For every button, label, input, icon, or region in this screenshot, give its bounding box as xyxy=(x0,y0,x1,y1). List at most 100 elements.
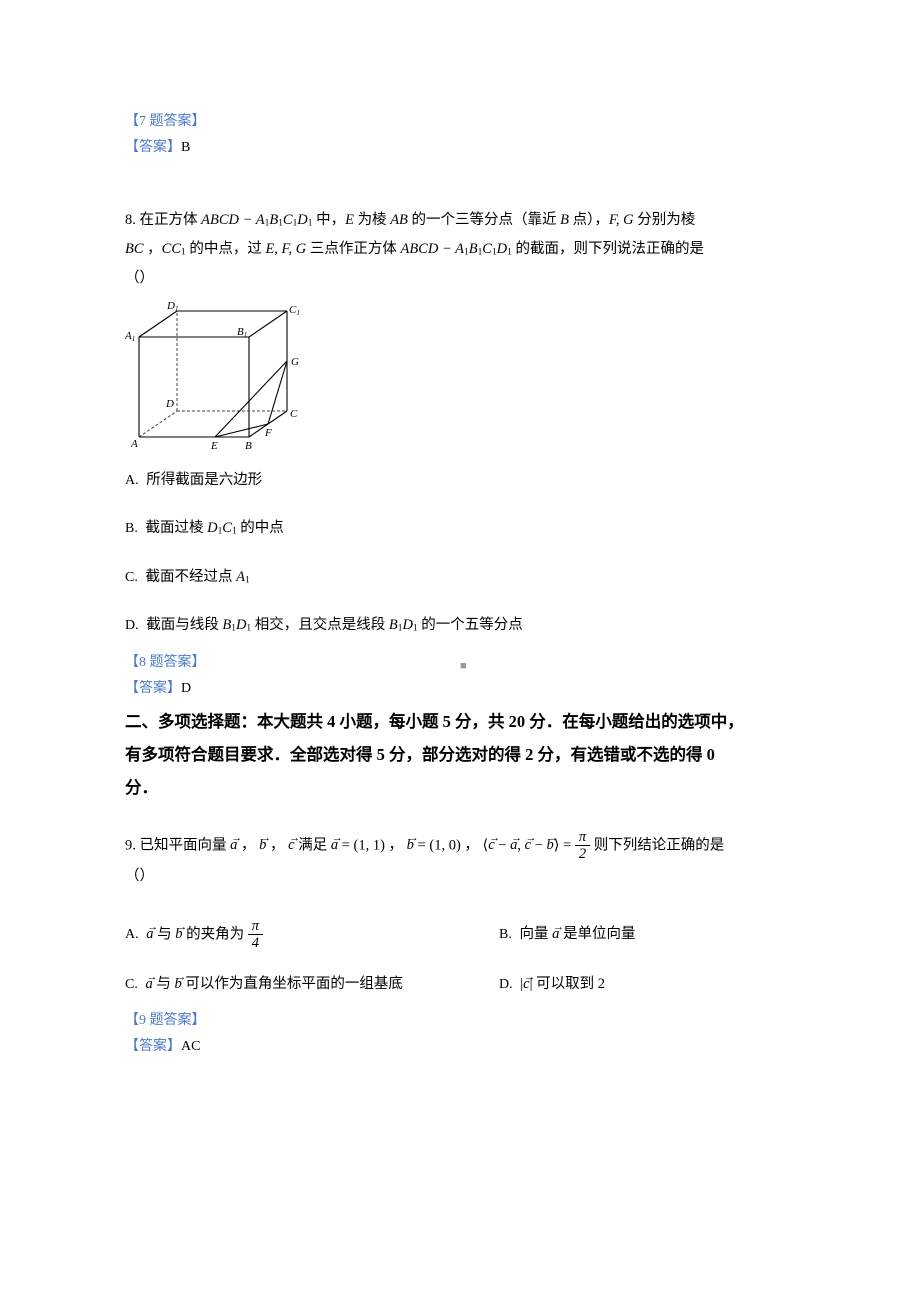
q9-D-lbl: D. xyxy=(499,977,513,992)
q9-header: 【9 题答案】 xyxy=(125,1009,805,1029)
q8-t1c: 为棱 xyxy=(354,212,390,228)
q8-t1a: 在正方体 xyxy=(140,212,202,228)
q7-answer: B xyxy=(181,140,190,155)
q9-B-txtb: 是单位向量 xyxy=(563,926,636,942)
q9-c3: ， xyxy=(389,837,404,853)
q8-t1b: 中， xyxy=(312,212,345,228)
q9-A-frac: π4 xyxy=(248,919,263,951)
svg-text:A: A xyxy=(130,438,138,450)
svg-text:E: E xyxy=(210,440,218,452)
svg-text:F: F xyxy=(264,427,272,439)
q9-C-vb: →b xyxy=(174,969,181,999)
q8-e1: ABCD − A1B1C1D1 xyxy=(201,212,312,228)
svg-text:B1: B1 xyxy=(237,326,247,339)
q8-t1f: 分别为棱 xyxy=(634,212,696,228)
q8-num: 8. xyxy=(125,212,136,228)
ang-d: →b xyxy=(546,831,553,860)
q8-A-txt: 所得截面是六边形 xyxy=(143,472,263,488)
section2-l2: 有多项符合题目要求．全部选对得 5 分，部分选对的得 2 分，有选错或不选的得 … xyxy=(125,745,715,764)
svg-text:C1: C1 xyxy=(289,304,299,317)
section2-title: 二、多项选择题：本大题共 4 小题，每小题 5 分，共 20 分．在每小题给出的… xyxy=(125,705,805,804)
q9-num: 9. xyxy=(125,837,136,853)
q8-D-txtb: 相交，且交点是线段 xyxy=(251,617,389,633)
svg-text:D: D xyxy=(165,398,174,410)
frac-pi-2: π2 xyxy=(575,830,590,862)
section2-l1: 二、多项选择题：本大题共 4 小题，每小题 5 分，共 20 分．在每小题给出的… xyxy=(125,712,744,731)
eq2-l: →b xyxy=(407,831,414,860)
section2-l3: 分． xyxy=(125,778,158,797)
q9-D-txt: 可以取到 2 xyxy=(536,976,605,992)
eq1-l: →a xyxy=(331,831,338,860)
q8-e8: E, F, G xyxy=(265,241,306,257)
q8-t1e: 点）， xyxy=(569,212,609,228)
q9-B-va: →a xyxy=(552,919,559,949)
vec-a: →a xyxy=(230,831,237,860)
q8-t2c: 的中点，过 xyxy=(186,241,266,257)
q9-D-vc: →c xyxy=(523,969,529,999)
ang-c: →c xyxy=(525,831,531,860)
q9-answer-row: 【答案】AC xyxy=(125,1035,805,1055)
svg-text:B: B xyxy=(245,440,252,452)
q9-B-lbl: B. xyxy=(499,927,512,942)
q9-tail: （） xyxy=(125,862,805,891)
svg-text:C: C xyxy=(290,408,298,420)
q8-tail: （） xyxy=(125,264,805,293)
q9-c2: ， xyxy=(270,837,285,853)
q9-ba: 已知平面向量 xyxy=(140,837,231,853)
eq2-r: (1, 0) xyxy=(429,837,460,853)
q9-A-mid: 与 xyxy=(157,926,175,942)
svg-text:A1: A1 xyxy=(124,330,135,343)
q9-bc: 则下列结论正确的是 xyxy=(594,837,725,853)
q8-e9: ABCD − A1B1C1D1 xyxy=(401,241,512,257)
q9-answer-label: 【答案】 xyxy=(125,1039,181,1054)
q9-C-mid: 与 xyxy=(156,976,174,992)
q8-t2b: ， xyxy=(144,241,162,257)
q8-A-lbl: A. xyxy=(125,473,139,488)
vec-b: →b xyxy=(259,831,266,860)
q8-D-txta: 截面与线段 xyxy=(143,617,223,633)
q8-B-txta: 截面过棱 xyxy=(142,520,207,536)
q8-D-e1: B1D1 xyxy=(222,617,251,633)
q8-answer-row: 【答案】D xyxy=(125,677,805,697)
q8-t1d: 的一个三等分点（靠近 xyxy=(408,212,560,228)
q8-t2d: 三点作正方体 xyxy=(306,241,400,257)
svg-text:G: G xyxy=(291,356,299,368)
q9-B-txta: 向量 xyxy=(519,926,552,942)
q8-e3: AB xyxy=(390,212,408,228)
q8-C-txta: 截面不经过点 xyxy=(142,569,236,585)
q8-D-txtc: 的一个五等分点 xyxy=(418,617,523,633)
q9-C-txt: 可以作为直角坐标平面的一组基底 xyxy=(185,976,403,992)
q8-C-expr: A1 xyxy=(236,569,250,585)
center-mark-icon: ■ xyxy=(460,660,467,672)
q8-block: 8. 在正方体 ABCD − A1B1C1D1 中，E 为棱 AB 的一个三等分… xyxy=(125,206,805,697)
q8-B-expr: D1C1 xyxy=(207,520,237,536)
q8-t2e: 的截面，则下列说法正确的是 xyxy=(512,241,704,257)
q8-answer: D xyxy=(181,681,191,696)
q9-C-lbl: C. xyxy=(125,977,138,992)
q7-answer-label: 【答案】 xyxy=(125,140,181,155)
q8-D-e2: B1D1 xyxy=(389,617,418,633)
q9-C-va: →a xyxy=(145,969,152,999)
ang-a: →c xyxy=(488,831,494,860)
eq1-r: (1, 1) xyxy=(354,837,385,853)
q9-A-txt: 的夹角为 xyxy=(186,926,248,942)
q9-block: 9. 已知平面向量 →a ， →b ， →c 满足 →a = (1, 1) ， … xyxy=(125,830,805,1055)
cube-diagram: A B C D A1 B1 C1 D1 E F G xyxy=(119,297,805,457)
q8-e2: E xyxy=(345,212,354,228)
q8-D-lbl: D. xyxy=(125,618,139,633)
q9-c1: ， xyxy=(241,837,256,853)
svg-text:D1: D1 xyxy=(166,300,178,313)
vec-c: →c xyxy=(288,831,294,860)
q8-e4: B xyxy=(560,212,569,228)
q8-e6: BC xyxy=(125,241,144,257)
q9-A-lbl: A. xyxy=(125,927,139,942)
eq3-eq: = xyxy=(563,837,575,853)
q7-answer-row: 【答案】B xyxy=(125,136,805,156)
q8-B-lbl: B. xyxy=(125,521,138,536)
q8-B-txtb: 的中点 xyxy=(237,520,284,536)
q8-answer-label: 【答案】 xyxy=(125,681,181,696)
q9-answer: AC xyxy=(181,1039,200,1054)
q9-bb: 满足 xyxy=(298,837,331,853)
q8-e5: F, G xyxy=(609,212,634,228)
q9-A-vb: →b xyxy=(175,919,182,949)
